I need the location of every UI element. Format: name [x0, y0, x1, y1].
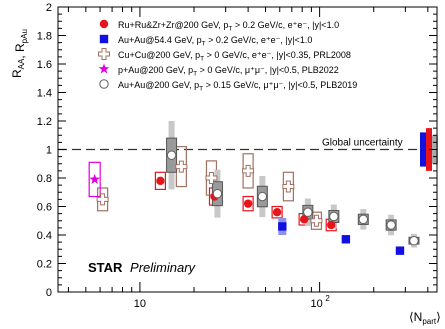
x-tick-label: 10: [310, 298, 322, 310]
y-tick-label: 0.6: [37, 202, 52, 214]
data-point: [329, 211, 339, 222]
syst-error-box: [88, 161, 101, 198]
data-point: [282, 180, 295, 193]
x-tick-label: 10: [134, 298, 146, 310]
data-point: [243, 199, 253, 208]
data-point: [310, 214, 323, 227]
data-point: [257, 191, 268, 202]
y-tick-label: 0.8: [37, 173, 52, 185]
legend-entry: Au+Au@200 GeV, pT > 0.15 GeV/c, μ⁺μ⁻, |y…: [99, 79, 357, 93]
legend-label: Au+Au@54.4 GeV, pT > 0.2 GeV/c, e⁺e⁻, |y…: [118, 35, 312, 48]
y-tick-label: 0: [46, 287, 52, 299]
star-preliminary-label: STAR Preliminary: [88, 260, 197, 275]
legend-label: Au+Au@200 GeV, pT > 0.15 GeV/c, μ⁺μ⁻, |y…: [118, 80, 357, 93]
data-point: [386, 220, 396, 230]
data-point: [212, 188, 223, 199]
legend-entry: Au+Au@54.4 GeV, pT > 0.2 GeV/c, e⁺e⁻, |y…: [99, 34, 312, 48]
legend: Ru+Ru&Zr+Zr@200 GeV, pT > 0.2 GeV/c, e⁺e…: [98, 19, 357, 93]
legend-label: Ru+Ru&Zr+Zr@200 GeV, pT > 0.2 GeV/c, e⁺e…: [118, 20, 339, 33]
legend-label: p+Au@200 GeV, pT > 0 GeV/c, μ⁺μ⁻, |y|<0.…: [118, 65, 339, 78]
syst-error-box: [271, 205, 283, 219]
x-axis-label: ⟨Npart⟩: [409, 310, 441, 326]
data-point: [99, 34, 109, 44]
data-point: [278, 222, 287, 231]
legend-label: Cu+Cu@200 GeV, pT > 0 GeV/c, e⁺e⁻, |y|<0…: [118, 50, 351, 63]
data-point: [99, 19, 109, 29]
syst-error-box: [242, 195, 254, 212]
data-point: [89, 173, 100, 184]
data-point: [358, 214, 368, 225]
legend-entry: p+Au@200 GeV, pT > 0 GeV/c, μ⁺μ⁻, |y|<0.…: [98, 63, 339, 78]
legend-entry: Ru+Ru&Zr+Zr@200 GeV, pT > 0.2 GeV/c, e⁺e…: [99, 19, 339, 33]
data-point: [96, 193, 109, 206]
y-tick-label: 1.4: [37, 88, 52, 100]
y-tick-label: 1.8: [37, 31, 52, 43]
data-point: [299, 215, 309, 224]
y-tick-label: 0.2: [37, 259, 52, 271]
global-uncertainty-box: [420, 132, 426, 167]
data-point: [409, 236, 419, 246]
data-point: [272, 208, 282, 217]
global-uncertainty-label: Global uncertainty: [322, 138, 403, 149]
data-point: [327, 220, 336, 230]
y-tick-label: 0.4: [37, 230, 52, 242]
data-point: [242, 164, 255, 177]
data-point: [99, 79, 109, 89]
y-tick-label: 1.6: [37, 59, 52, 71]
legend-entry: Cu+Cu@200 GeV, pT > 0 GeV/c, e⁺e⁻, |y|<0…: [98, 48, 351, 63]
data-point: [341, 235, 351, 244]
data-point: [395, 246, 405, 255]
y-tick-label: 2: [46, 2, 52, 14]
data-point: [156, 176, 165, 186]
y-axis-label: RAA, RpAu: [10, 29, 29, 78]
annotations: Global uncertainty STAR Preliminary: [88, 138, 403, 276]
data-point: [98, 48, 110, 60]
data-point: [303, 207, 313, 217]
syst-error-box: [154, 171, 167, 191]
y-tick-label: 1: [46, 145, 52, 157]
y-tick-label: 1.2: [37, 116, 52, 128]
x-tick-exponent: 2: [325, 294, 330, 303]
data-point: [98, 63, 110, 74]
data-point: [205, 172, 218, 184]
data-point: [166, 150, 177, 160]
data-point: [175, 160, 188, 173]
data-marks: [88, 121, 438, 255]
